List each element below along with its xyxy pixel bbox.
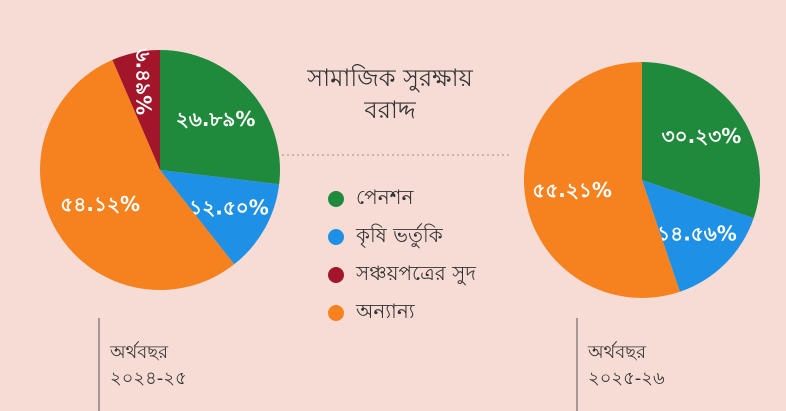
legend-label-savings-interest: সঞ্চয়পত্রের সুদ [356, 260, 476, 285]
pie-chart-2024-25: ২৬.৮৯% ১২.৫০% ৫৪.১২% ৬.৪৯% [40, 49, 281, 290]
pie-chart-2025-26: ৩০.২৩% ১৪.৫৬% ৫৫.২১% [524, 62, 761, 298]
legend: পেনশন কৃষি ভর্তুকি সঞ্চয়পত্রের সুদ অন্য… [328, 180, 476, 332]
legend-label-pension: পেনশন [356, 184, 414, 209]
year-label-left: অর্থবছর ২০২৪-২৫ [110, 340, 187, 392]
legend-item-savings-interest: সঞ্চয়পত্রের সুদ [328, 256, 476, 294]
year-label-right: অর্থবছর ২০২৫-২৬ [588, 340, 665, 392]
year-caption-right: অর্থবছর [588, 342, 647, 363]
pie-1-slice-label-1: ১৪.৫৬% [657, 222, 737, 246]
pie-0-slice-label-0: ২৬.৮৯% [176, 107, 256, 131]
pie-0-slice-2 [40, 59, 235, 290]
legend-label-agri-subsidy: কৃষি ভর্তুকি [356, 222, 443, 247]
pie-1-slice-label-0: ৩০.২৩% [662, 124, 742, 148]
pie-1-slice-label-2: ৫৫.২১% [532, 178, 612, 202]
year-caption-left: অর্থবছর [110, 342, 169, 363]
legend-swatch-pension [328, 191, 344, 207]
chart-title-line-1: সামাজিক সুরক্ষায় [307, 64, 473, 92]
pie-0-slice-0 [160, 50, 281, 185]
legend-swatch-savings-interest [328, 267, 344, 283]
legend-item-others: অন্যান্য [328, 294, 476, 332]
chart-title: সামাজিক সুরক্ষায় বরাদ্দ [270, 62, 510, 126]
chart-title-line-2: বরাদ্দ [364, 96, 416, 124]
pie-0-slice-1 [160, 170, 280, 265]
pie-0-slice-label-3: ৬.৪৯% [131, 49, 155, 116]
pie-0-slice-label-1: ১২.৫০% [189, 195, 269, 219]
year-value-right: ২০২৫-২৬ [588, 368, 665, 389]
legend-label-others: অন্যান্য [356, 298, 415, 323]
pie-0-slice-3 [112, 50, 160, 170]
legend-item-agri-subsidy: কৃষি ভর্তুকি [328, 218, 476, 256]
legend-swatch-others [328, 305, 344, 321]
year-value-left: ২০২৪-২৫ [110, 368, 187, 389]
pie-0-slice-label-2: ৫৪.১২% [60, 192, 140, 216]
pie-1-slice-2 [524, 62, 680, 298]
legend-swatch-agri-subsidy [328, 229, 344, 245]
pie-1-slice-1 [642, 180, 754, 292]
pie-1-slice-0 [642, 62, 761, 219]
legend-item-pension: পেনশন [328, 180, 476, 218]
